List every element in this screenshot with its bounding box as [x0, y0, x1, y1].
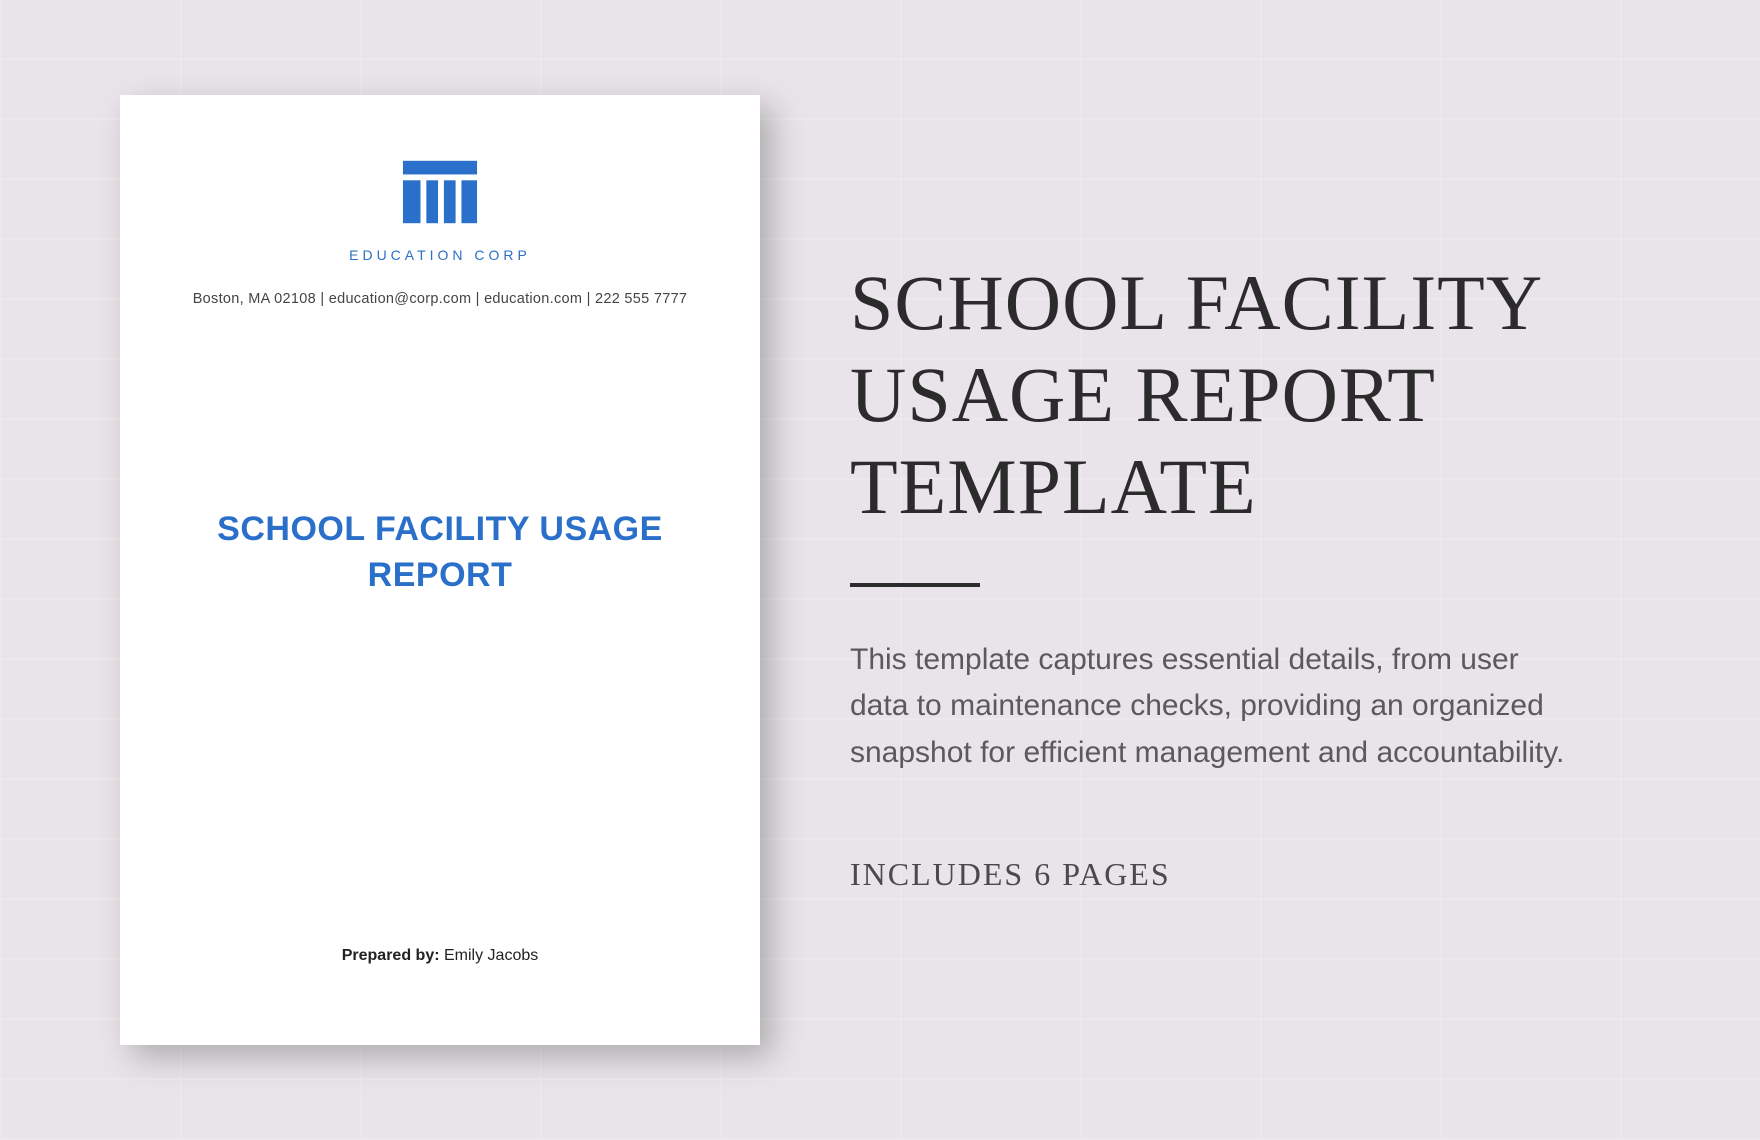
template-description: This template captures essential details…: [850, 637, 1570, 777]
logo-text: EDUCATION CORP: [349, 247, 531, 263]
document-title: SCHOOL FACILITY USAGE REPORT: [170, 507, 710, 599]
prepared-by-name: Emily Jacobs: [440, 947, 539, 964]
info-panel: SCHOOL FACILITY USAGE REPORT TEMPLATE Th…: [850, 247, 1610, 894]
pillar-logo-icon: [391, 153, 489, 231]
main-heading: SCHOOL FACILITY USAGE REPORT TEMPLATE: [850, 257, 1610, 533]
contact-info-line: Boston, MA 02108 | education@corp.com | …: [193, 291, 688, 307]
prepared-by-line: Prepared by: Emily Jacobs: [342, 947, 539, 965]
prepared-by-label: Prepared by:: [342, 947, 440, 964]
document-preview-card: EDUCATION CORP Boston, MA 02108 | educat…: [120, 95, 760, 1045]
page-container: EDUCATION CORP Boston, MA 02108 | educat…: [0, 0, 1760, 1140]
heading-divider: [850, 583, 980, 587]
logo-block: EDUCATION CORP: [349, 153, 531, 263]
pages-count-note: INCLUDES 6 PAGES: [850, 856, 1610, 893]
